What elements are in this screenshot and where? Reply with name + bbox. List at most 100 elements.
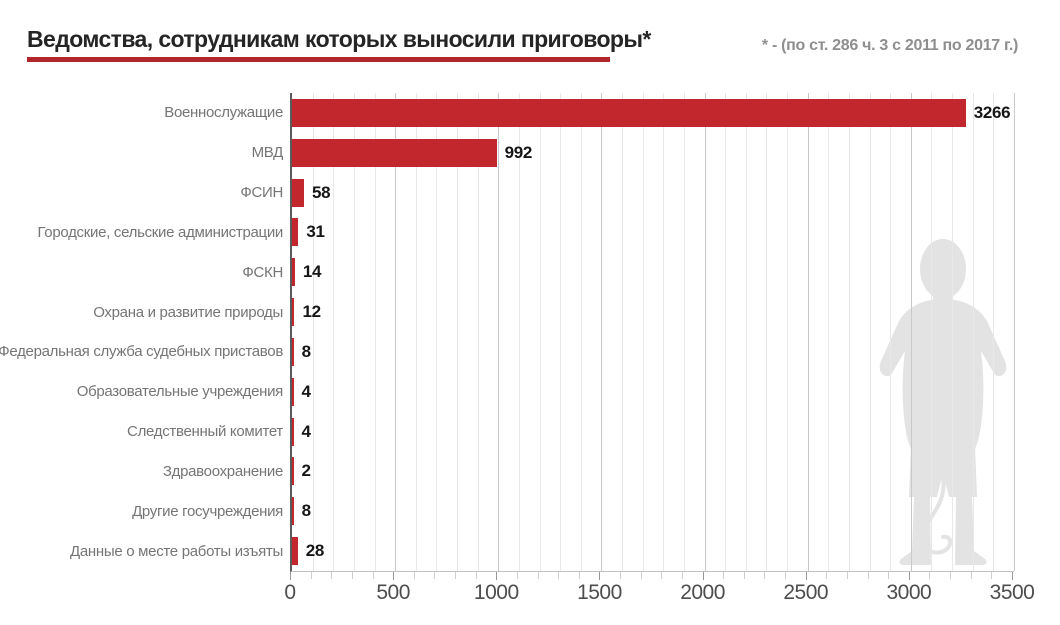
x-tick (826, 572, 828, 579)
x-tick-label: 2500 (783, 581, 829, 604)
bar (292, 457, 294, 486)
category-label: Другие госучреждения (132, 502, 283, 520)
category-labels: Военнослужащие МВД ФСИН Городские, сельские… (0, 93, 283, 571)
bar-value: 2 (301, 461, 311, 481)
bar-value: 12 (302, 302, 321, 322)
gridline (663, 93, 665, 571)
gridline (807, 93, 809, 571)
x-tick (351, 572, 353, 579)
x-tick (991, 572, 993, 579)
gridline (704, 93, 706, 571)
x-tick (805, 572, 807, 580)
x-tick (331, 572, 333, 579)
gridline (539, 93, 541, 571)
x-tick-label: 1500 (577, 581, 622, 604)
x-tick (620, 572, 622, 579)
gridline (498, 93, 500, 571)
x-tick (681, 572, 683, 579)
x-tick-label: 3500 (989, 581, 1035, 604)
category-label: Военнослужащие (164, 104, 283, 122)
gridline (333, 93, 335, 571)
bar (292, 298, 295, 327)
bar (292, 497, 294, 526)
gridline (848, 93, 850, 571)
x-tick (290, 572, 291, 580)
gridline (353, 93, 355, 571)
gridline (766, 93, 768, 571)
category-label: Следственный комитет (127, 423, 283, 441)
gridline (828, 93, 830, 571)
x-tick (929, 572, 931, 579)
gridline (415, 93, 417, 571)
x-tick (970, 572, 972, 579)
category-label: Городские, сельские администрации (37, 223, 283, 241)
bar-value: 14 (302, 262, 322, 282)
bar-value: 28 (305, 541, 325, 561)
x-tick (640, 572, 642, 579)
x-tick (599, 572, 601, 580)
bar (292, 537, 298, 566)
gridline (910, 93, 912, 571)
x-tick (846, 572, 848, 579)
bar-value: 8 (301, 341, 311, 361)
gridline (518, 93, 520, 571)
bar (292, 417, 294, 446)
gridline (683, 93, 685, 571)
gridline (869, 93, 871, 571)
category-label: Федеральная служба судебных приставов (0, 343, 283, 361)
gridline (745, 93, 747, 571)
bar (292, 178, 304, 207)
gridline (374, 93, 376, 571)
gridline (580, 93, 582, 571)
category-label: Здравоохранение (162, 462, 283, 480)
x-tick (516, 572, 518, 579)
x-tick (475, 572, 477, 579)
gridline (436, 93, 438, 571)
gridline (642, 93, 644, 571)
bar-value: 4 (301, 381, 311, 401)
category-label: ФСИН (240, 184, 283, 202)
x-tick (578, 572, 580, 579)
x-axis: 0 500 1000 1500 2000 2500 3000 3500 (284, 572, 1035, 612)
category-label: МВД (251, 144, 284, 162)
x-tick (743, 572, 745, 579)
x-tick (908, 572, 910, 580)
gridline (601, 93, 603, 571)
bar (292, 138, 497, 167)
bar (292, 258, 295, 287)
gridline (725, 93, 727, 571)
x-tick (537, 572, 539, 579)
gridline (622, 93, 624, 571)
bar-value: 4 (301, 421, 311, 441)
bar (292, 377, 294, 406)
x-tick-label: 2000 (680, 581, 725, 604)
category-label: Образовательные учреждения (76, 383, 284, 401)
x-tick (393, 572, 395, 580)
plot-area: 3266 992 58 31 14 12 8 4 4 2 8 28 (290, 93, 1015, 572)
x-tick (723, 572, 725, 579)
category-label: ФСКН (242, 263, 283, 281)
x-tick (413, 572, 415, 579)
x-tick (888, 572, 890, 579)
category-label: Данные о месте работы изъяты (69, 542, 283, 560)
x-tick-label: 1000 (473, 581, 519, 604)
gridline (457, 93, 459, 571)
bar (292, 98, 966, 127)
page-title: Ведомства, сотрудникам которых выносили … (27, 26, 651, 52)
gridline (312, 93, 314, 571)
x-tick (455, 572, 457, 579)
gridline (787, 93, 789, 571)
gridline (890, 93, 892, 571)
x-tick (661, 572, 663, 579)
gridline (477, 93, 479, 571)
bar-value: 8 (301, 501, 311, 521)
category-label: Охрана и развитие природы (93, 303, 283, 321)
gridline (560, 93, 562, 571)
x-tick (785, 572, 787, 579)
x-tick (496, 572, 498, 580)
bar (292, 218, 299, 247)
x-tick (950, 572, 952, 579)
x-tick-label: 0 (284, 581, 296, 604)
bar-value: 992 (504, 142, 533, 162)
